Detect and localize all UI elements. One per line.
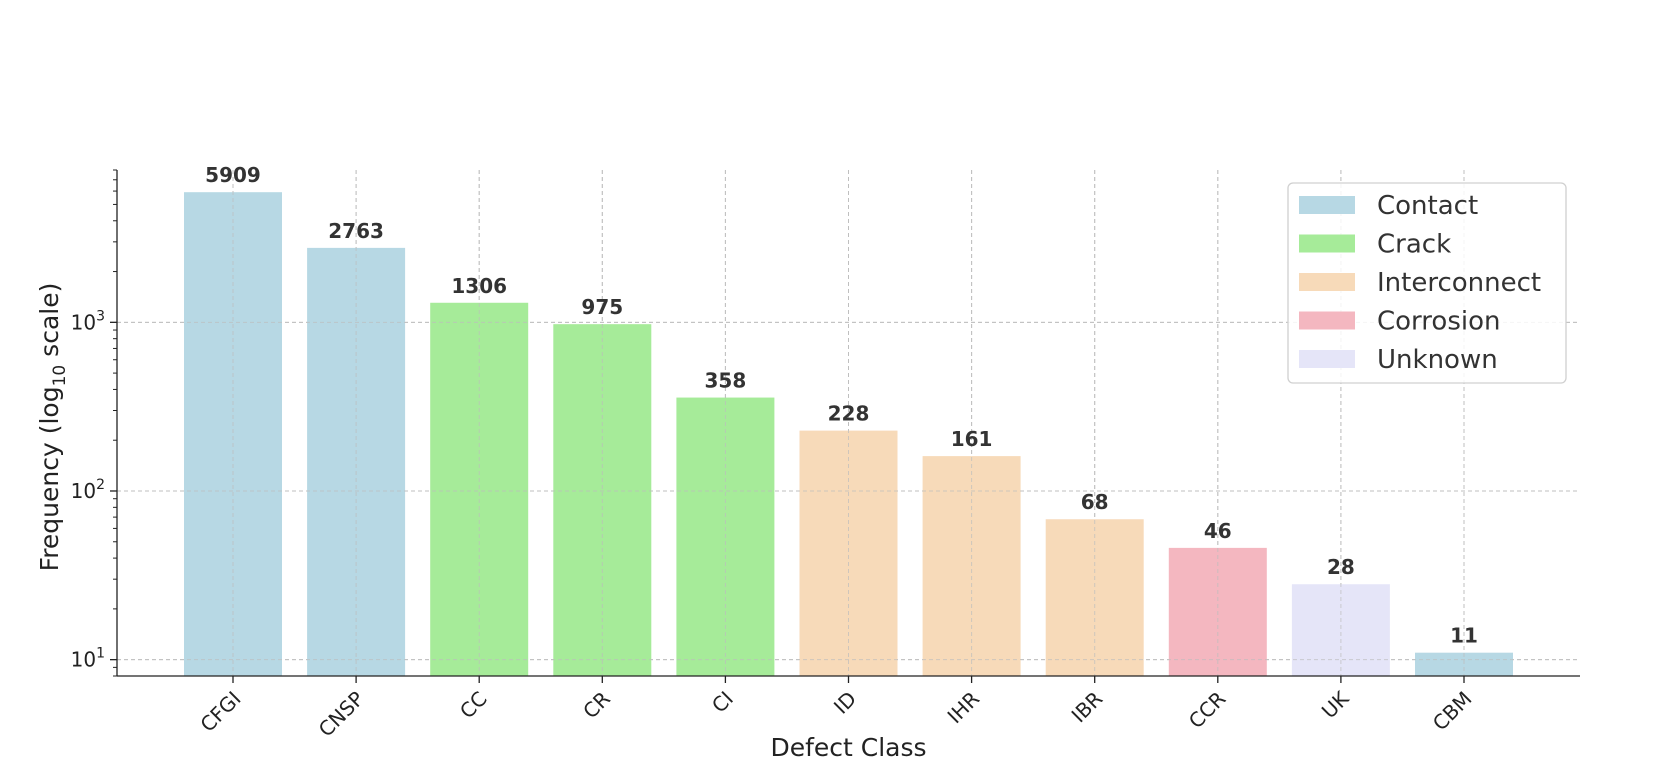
y-tick-exponent: 1	[96, 646, 105, 662]
value-label-ihr: 161	[951, 427, 993, 451]
legend-swatch-contact	[1299, 196, 1355, 214]
bar-cfgi	[184, 192, 282, 676]
legend-swatch-crack	[1299, 234, 1355, 253]
legend-label-unknown: Unknown	[1377, 345, 1498, 375]
value-label-cfgi: 5909	[205, 163, 261, 187]
value-label-ci: 358	[705, 369, 747, 393]
legend-label-interconnect: Interconnect	[1377, 268, 1541, 298]
y-tick-exponent: 2	[96, 477, 105, 493]
legend: Contact Crack Interconnect Corrosion Unknown	[1287, 182, 1567, 384]
value-label-uk: 28	[1327, 555, 1355, 579]
y-tick-exponent: 3	[96, 308, 105, 324]
labels-layer: 5909 2763 1306 975 358 228 161 68 46 28 11 Defect C…	[35, 163, 1478, 762]
y-tick-base: 10	[71, 479, 96, 503]
x-tick-label-ibr: IBR	[1067, 686, 1108, 727]
value-label-cnsp: 2763	[328, 219, 384, 243]
bars-layer	[117, 170, 1580, 676]
bar-ihr	[922, 456, 1021, 676]
x-tick-label-uk: UK	[1317, 686, 1354, 723]
x-tick-label-cc: CC	[455, 687, 492, 724]
x-tick-label-cfgi: CFGI	[195, 687, 245, 737]
value-label-cbm: 11	[1450, 624, 1478, 648]
x-tick-label-id: ID	[829, 687, 861, 719]
value-label-cc: 1306	[451, 274, 507, 298]
legend-box	[1287, 182, 1567, 384]
x-tick-label-cr: CR	[578, 687, 615, 724]
y-tick-label: 102	[71, 477, 105, 503]
legend-swatch-corrosion	[1299, 311, 1355, 330]
x-tick-label-ci: CI	[707, 687, 738, 718]
y-tick-label: 101	[71, 646, 105, 672]
x-tick-label-ccr: CCR	[1184, 686, 1231, 733]
legend-swatch-unknown	[1299, 350, 1355, 368]
value-label-ibr: 68	[1081, 490, 1109, 514]
legend-label-crack: Crack	[1377, 230, 1451, 260]
x-tick-label-cbm: CBM	[1428, 687, 1477, 736]
y-tick-base: 10	[71, 648, 96, 672]
legend-swatch-interconnect	[1299, 273, 1355, 291]
value-label-cr: 975	[581, 295, 623, 319]
x-tick-label-ihr: IHR	[943, 686, 985, 728]
x-axis-title: Defect Class	[770, 733, 926, 762]
y-tick-label: 103	[71, 308, 105, 334]
legend-label-contact: Contact	[1377, 191, 1478, 221]
y-axis-title: Frequency (log10 scale)	[35, 283, 70, 572]
bar-cbm	[1415, 652, 1513, 676]
value-label-ccr: 46	[1204, 519, 1232, 543]
y-tick-base: 10	[71, 310, 96, 334]
legend-label-corrosion: Corrosion	[1377, 307, 1500, 337]
x-tick-label-cnsp: CNSP	[314, 687, 369, 742]
value-label-id: 228	[828, 402, 870, 426]
